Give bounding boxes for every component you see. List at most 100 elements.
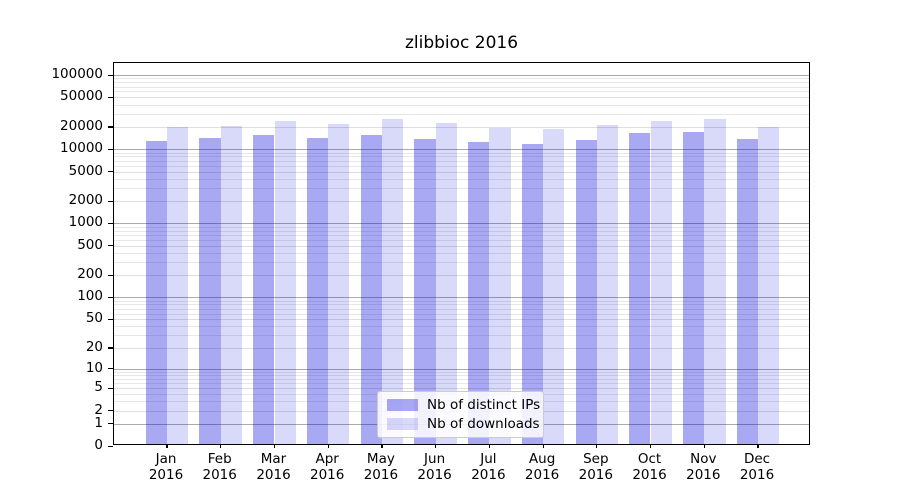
y-tick-label: 20	[85, 338, 103, 355]
bar-downloads	[596, 124, 619, 444]
bar-downloads	[328, 124, 350, 444]
x-tick-label: Apr 2016	[310, 451, 345, 483]
minor-gridline	[114, 383, 809, 385]
minor-gridline	[114, 178, 809, 180]
bar-downloads	[704, 118, 726, 444]
minor-gridline	[114, 326, 809, 328]
minor-gridline	[114, 300, 809, 302]
x-tick-mark	[166, 444, 168, 448]
plot-area	[108, 62, 810, 448]
y-tick-label: 500	[77, 236, 103, 253]
major-gridline	[114, 297, 809, 299]
minor-gridline	[114, 160, 809, 162]
x-tick-mark	[220, 444, 222, 448]
x-tick-label: Feb 2016	[202, 451, 237, 483]
y-tick-mark	[108, 96, 113, 99]
y-tick-label: 50000	[60, 88, 103, 105]
y-tick-mark	[108, 445, 113, 447]
minor-gridline	[114, 313, 809, 315]
minor-gridline	[114, 379, 809, 380]
y-tick-label: 100000	[51, 66, 103, 82]
bar-distinct-ips	[575, 139, 597, 444]
minor-gridline	[114, 308, 809, 310]
y-tick-label: 2000	[68, 192, 103, 208]
minor-gridline	[114, 165, 809, 167]
bar-distinct-ips	[199, 138, 221, 444]
bar-downloads	[543, 128, 565, 444]
minor-gridline	[114, 304, 809, 306]
bar-distinct-ips	[629, 133, 651, 444]
labeled-gridline	[114, 388, 809, 390]
y-tick-mark	[108, 347, 113, 349]
x-tick-mark	[596, 444, 598, 448]
x-tick-label: Oct 2016	[632, 451, 667, 483]
bar-downloads	[220, 125, 242, 444]
major-gridline	[114, 149, 809, 151]
labeled-gridline	[114, 201, 809, 202]
bar-distinct-ips	[414, 138, 436, 444]
y-tick-label: 1	[94, 414, 103, 431]
major-gridline	[114, 223, 809, 225]
y-tick-label: 100	[77, 288, 103, 305]
y-tick-mark	[108, 148, 113, 150]
legend-label-downloads: Nb of downloads	[427, 416, 540, 432]
minor-gridline	[114, 188, 809, 189]
bar-distinct-ips	[253, 135, 275, 444]
y-tick-label: 10	[85, 359, 103, 376]
labeled-gridline	[114, 97, 809, 99]
y-tick-label: 5	[94, 379, 103, 396]
bar-downloads	[274, 121, 296, 444]
x-tick-mark	[488, 444, 491, 448]
minor-gridline	[114, 335, 809, 337]
x-tick-label: Mar 2016	[256, 451, 291, 483]
legend-swatch-distinct-ips	[387, 399, 418, 411]
minor-gridline	[114, 104, 809, 106]
x-tick-label: Aug 2016	[524, 451, 560, 483]
minor-gridline	[114, 252, 809, 254]
labeled-gridline	[114, 319, 809, 321]
x-tick-mark	[542, 444, 544, 448]
bar-downloads	[381, 119, 404, 444]
y-tick-mark	[108, 410, 113, 412]
bar-distinct-ips	[736, 139, 758, 444]
labeled-gridline	[114, 275, 809, 277]
y-tick-mark	[108, 274, 113, 276]
x-tick-mark	[435, 444, 437, 448]
bar-distinct-ips	[468, 142, 490, 444]
legend-label-distinct-ips: Nb of distinct IPs	[427, 397, 541, 413]
major-gridline	[114, 368, 809, 370]
legend-item-downloads: Nb of downloads	[387, 417, 543, 431]
minor-gridline	[114, 230, 809, 232]
y-tick-mark	[108, 245, 113, 247]
minor-gridline	[114, 113, 809, 115]
labeled-gridline	[114, 347, 809, 349]
x-tick-mark	[703, 444, 705, 448]
y-tick-label: 5000	[68, 162, 103, 179]
bar-downloads	[167, 127, 189, 444]
minor-gridline	[114, 375, 809, 377]
y-tick-mark	[108, 171, 113, 173]
labeled-gridline	[114, 126, 809, 128]
y-tick-mark	[108, 200, 113, 202]
y-tick-label: 2	[94, 401, 103, 418]
y-tick-label: 20000	[60, 117, 103, 134]
minor-gridline	[114, 234, 809, 236]
y-tick-mark	[108, 222, 113, 225]
minor-gridline	[114, 156, 809, 158]
x-tick-label: Sep 2016	[578, 451, 613, 483]
y-tick-mark	[108, 296, 113, 299]
bar-downloads	[435, 122, 457, 444]
x-tick-mark	[381, 444, 383, 448]
legend-item-distinct-ips: Nb of distinct IPs	[387, 398, 543, 412]
bar-distinct-ips	[306, 138, 329, 444]
minor-gridline	[114, 86, 809, 88]
labeled-gridline	[114, 245, 809, 247]
y-tick-mark	[108, 368, 113, 370]
chart-title: zlibbioc 2016	[404, 33, 519, 53]
y-tick-label: 10000	[60, 140, 103, 157]
y-tick-mark	[108, 423, 113, 425]
minor-gridline	[114, 371, 809, 373]
minor-gridline	[114, 262, 809, 264]
minor-gridline	[114, 82, 809, 84]
minor-gridline	[114, 78, 809, 80]
